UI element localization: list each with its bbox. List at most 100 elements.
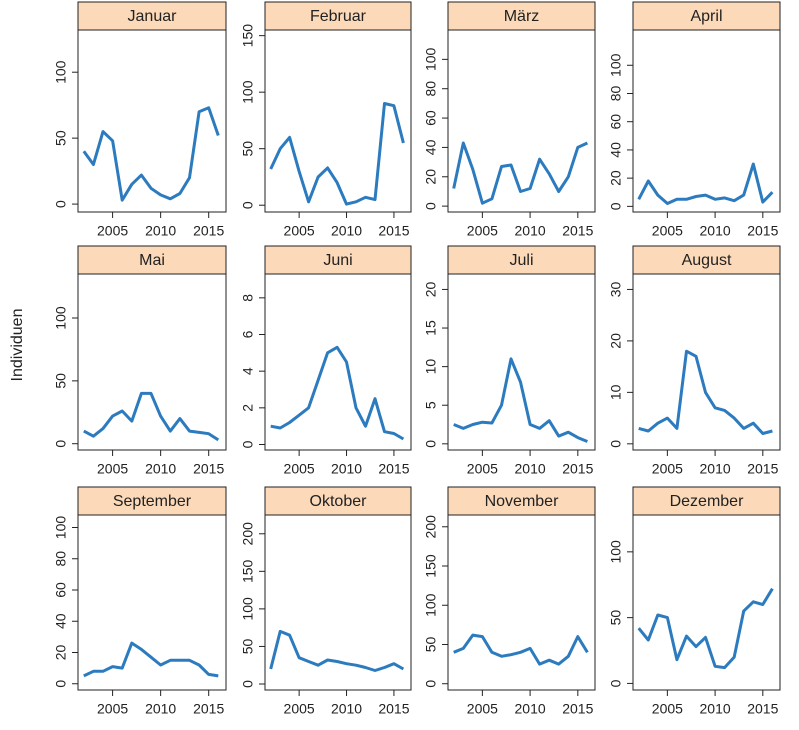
strip — [77, 1, 227, 31]
x-tick-label: 2005 — [97, 461, 128, 477]
y-tick-label: 0 — [423, 440, 439, 448]
y-tick-label: 100 — [608, 540, 624, 564]
plot-box — [447, 273, 596, 451]
x-tick-label: 2010 — [700, 701, 731, 717]
panel-title: Oktober — [310, 493, 368, 510]
y-tick-label: 50 — [53, 373, 69, 389]
data-line — [637, 587, 774, 670]
plot-box — [447, 29, 596, 213]
y-tick-label: 30 — [608, 281, 624, 297]
y-tick-label: 5 — [423, 401, 439, 409]
y-tick-label: 50 — [53, 130, 69, 146]
y-tick-label: 0 — [608, 679, 624, 687]
panel-title: Dezember — [670, 493, 744, 510]
x-tick-label: 2010 — [515, 223, 546, 239]
panel-title: Februar — [310, 8, 367, 25]
plot-box — [77, 273, 227, 451]
panel-title: Juli — [509, 252, 533, 269]
data-line — [82, 106, 220, 202]
plot-box — [77, 514, 227, 691]
plot-box — [264, 29, 412, 213]
x-tick-label: 2005 — [652, 223, 683, 239]
y-tick-label: 0 — [608, 440, 624, 448]
y-tick-label: 100 — [53, 516, 69, 540]
plot-box — [77, 29, 227, 213]
x-tick-label: 2010 — [145, 701, 176, 717]
y-tick-label: 0 — [240, 201, 256, 209]
y-tick-label: 100 — [240, 597, 256, 621]
strip — [264, 1, 412, 31]
panel-title: Juni — [323, 252, 352, 269]
y-tick-label: 100 — [53, 60, 69, 84]
y-tick-label: 60 — [423, 110, 439, 126]
x-tick-label: 2005 — [467, 461, 498, 477]
y-tick-label: 80 — [423, 81, 439, 97]
y-tick-label: 20 — [423, 281, 439, 297]
y-tick-label: 6 — [240, 330, 256, 338]
x-tick-label: 2005 — [284, 701, 315, 717]
y-tick-label: 50 — [423, 636, 439, 652]
y-tick-label: 50 — [240, 638, 256, 654]
x-tick-label: 2015 — [562, 461, 593, 477]
data-line — [453, 357, 588, 443]
y-tick-label: 150 — [423, 554, 439, 578]
panel-title: April — [690, 8, 722, 25]
plot-box — [632, 514, 781, 691]
y-tick-label: 60 — [53, 582, 69, 598]
y-tick-label: 80 — [608, 85, 624, 101]
y-tick-label: 100 — [423, 47, 439, 71]
strip — [632, 245, 781, 275]
strip — [77, 245, 227, 275]
y-tick-label: 0 — [240, 680, 256, 688]
y-tick-label: 100 — [423, 593, 439, 617]
y-tick-label: 0 — [53, 680, 69, 688]
y-tick-label: 0 — [53, 200, 69, 208]
x-tick-label: 2010 — [515, 461, 546, 477]
panel-title: November — [485, 493, 559, 510]
x-tick-label: 2015 — [747, 701, 778, 717]
y-tick-label: 10 — [608, 384, 624, 400]
x-tick-label: 2010 — [700, 223, 731, 239]
strip — [447, 486, 596, 516]
data-line — [269, 629, 405, 672]
plot-box — [632, 273, 781, 451]
x-tick-label: 2015 — [562, 223, 593, 239]
x-tick-label: 2015 — [747, 461, 778, 477]
x-tick-label: 2015 — [193, 461, 224, 477]
x-tick-label: 2010 — [700, 461, 731, 477]
y-tick-label: 80 — [53, 551, 69, 567]
y-tick-label: 100 — [53, 306, 69, 330]
y-tick-label: 2 — [240, 404, 256, 412]
y-tick-label: 10 — [423, 359, 439, 375]
x-tick-label: 2015 — [193, 701, 224, 717]
panel-title: August — [682, 252, 732, 269]
x-tick-label: 2015 — [378, 701, 409, 717]
y-tick-label: 0 — [53, 440, 69, 448]
x-tick-label: 2010 — [515, 701, 546, 717]
y-tick-label: 0 — [423, 202, 439, 210]
x-tick-label: 2010 — [331, 223, 362, 239]
data-line — [270, 345, 405, 441]
y-tick-label: 20 — [423, 169, 439, 185]
x-tick-label: 2005 — [284, 461, 315, 477]
x-tick-label: 2005 — [652, 461, 683, 477]
y-tick-label: 150 — [240, 559, 256, 583]
x-tick-label: 2010 — [331, 461, 362, 477]
y-tick-label: 40 — [423, 139, 439, 155]
y-tick-label: 4 — [240, 367, 256, 375]
x-tick-label: 2015 — [562, 701, 593, 717]
data-line — [269, 102, 405, 206]
y-tick-label: 50 — [608, 610, 624, 626]
strip — [264, 486, 412, 516]
y-tick-label: 8 — [240, 294, 256, 302]
plot-box — [447, 514, 596, 691]
y-tick-label: 0 — [608, 202, 624, 210]
y-tick-label: 20 — [53, 645, 69, 661]
panel-title: September — [113, 493, 192, 510]
plot-box — [264, 273, 412, 451]
x-tick-label: 2005 — [284, 223, 315, 239]
panel-title: Januar — [128, 8, 178, 25]
y-tick-label: 15 — [423, 320, 439, 336]
y-axis-label: Individuen — [9, 309, 26, 382]
plot-box — [264, 514, 412, 691]
